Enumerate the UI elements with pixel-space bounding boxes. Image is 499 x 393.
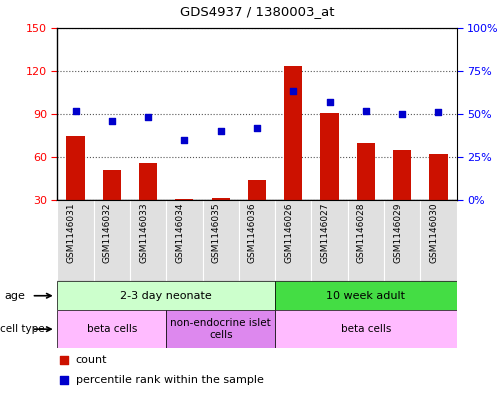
Point	[362, 107, 370, 114]
Bar	[384, 200, 420, 281]
Text: GSM1146027: GSM1146027	[320, 203, 329, 263]
Text: percentile rank within the sample: percentile rank within the sample	[75, 375, 263, 386]
Text: 2-3 day neonate: 2-3 day neonate	[120, 291, 212, 301]
Text: GSM1146028: GSM1146028	[357, 203, 366, 263]
Bar	[203, 200, 239, 281]
Bar	[212, 198, 230, 200]
Bar	[239, 200, 275, 281]
Text: GSM1146033: GSM1146033	[139, 203, 148, 263]
Bar	[320, 112, 339, 200]
Point	[60, 377, 68, 384]
Point	[217, 128, 225, 134]
Text: 10 week adult: 10 week adult	[326, 291, 405, 301]
Point	[435, 109, 443, 116]
Bar	[248, 180, 266, 200]
Point	[253, 125, 261, 131]
Text: count: count	[75, 354, 107, 365]
Bar	[57, 281, 275, 310]
Text: GDS4937 / 1380003_at: GDS4937 / 1380003_at	[180, 5, 334, 18]
Text: non-endocrine islet
cells: non-endocrine islet cells	[170, 318, 271, 340]
Bar	[429, 154, 448, 200]
Bar	[284, 66, 302, 200]
Text: beta cells: beta cells	[87, 324, 137, 334]
Text: age: age	[4, 291, 25, 301]
Text: cell type: cell type	[0, 324, 44, 334]
Bar	[94, 200, 130, 281]
Bar	[275, 200, 311, 281]
Bar	[275, 281, 457, 310]
Bar	[139, 163, 157, 200]
Text: GSM1146030: GSM1146030	[430, 203, 439, 263]
Bar	[275, 310, 457, 348]
Point	[289, 88, 297, 95]
Bar	[348, 200, 384, 281]
Bar	[166, 310, 275, 348]
Bar	[175, 199, 194, 200]
Bar	[130, 200, 166, 281]
Point	[181, 137, 189, 143]
Point	[325, 99, 333, 105]
Text: GSM1146035: GSM1146035	[212, 203, 221, 263]
Bar	[66, 136, 85, 200]
Point	[398, 111, 406, 117]
Bar	[311, 200, 348, 281]
Text: GSM1146032: GSM1146032	[103, 203, 112, 263]
Bar	[57, 310, 166, 348]
Bar	[103, 170, 121, 200]
Bar	[166, 200, 203, 281]
Text: GSM1146031: GSM1146031	[66, 203, 75, 263]
Bar	[420, 200, 457, 281]
Bar	[357, 143, 375, 200]
Point	[71, 107, 79, 114]
Text: GSM1146029: GSM1146029	[393, 203, 402, 263]
Point	[108, 118, 116, 124]
Bar	[57, 200, 94, 281]
Text: GSM1146036: GSM1146036	[248, 203, 257, 263]
Bar	[393, 150, 411, 200]
Text: beta cells: beta cells	[341, 324, 391, 334]
Point	[60, 356, 68, 363]
Text: GSM1146026: GSM1146026	[284, 203, 293, 263]
Point	[144, 114, 152, 121]
Text: GSM1146034: GSM1146034	[176, 203, 185, 263]
